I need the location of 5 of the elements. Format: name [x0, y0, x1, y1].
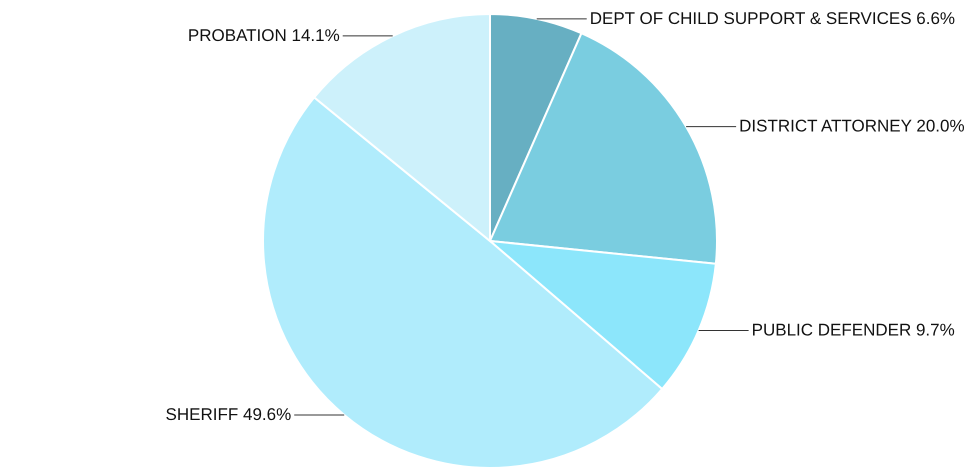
- slice-label: PUBLIC DEFENDER 9.7%: [752, 320, 955, 340]
- slice-label: PROBATION 14.1%: [188, 26, 340, 45]
- slice-label: DISTRICT ATTORNEY 20.0%: [739, 116, 965, 136]
- slice-label: DEPT OF CHILD SUPPORT & SERVICES 6.6%: [590, 8, 956, 28]
- slice-label: SHERIFF 49.6%: [166, 404, 292, 424]
